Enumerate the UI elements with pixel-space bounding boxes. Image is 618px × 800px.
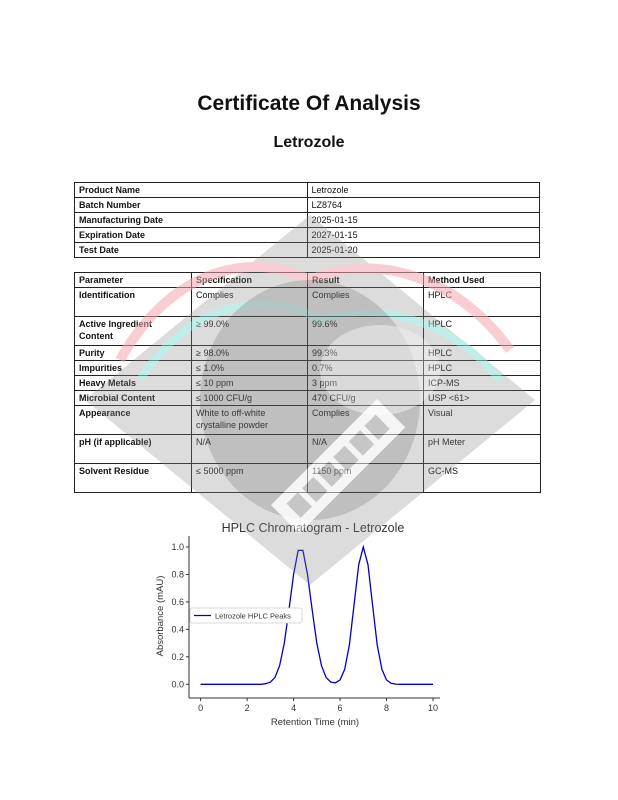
x-tick-label: 6 [338, 703, 343, 713]
info-value: 2025-01-20 [306, 242, 541, 258]
result-cell: 99.3% [307, 345, 424, 361]
x-tick-label: 0 [198, 703, 203, 713]
table-row: Purity ≥ 98.0% 99.3% HPLC [74, 345, 541, 361]
specification-cell: ≤ 5000 ppm [191, 463, 308, 493]
parameter-cell: Appearance [74, 405, 192, 435]
method-cell: HPLC [423, 345, 541, 361]
table-row: Microbial Content ≤ 1000 CFU/g 470 CFU/g US… [74, 390, 541, 406]
parameter-cell: pH (if applicable) [74, 434, 192, 464]
info-value: LZ8764 [306, 197, 541, 213]
result-cell: N/A [307, 434, 424, 464]
parameter-cell: Active Ingredient Content [74, 316, 192, 346]
parameter-cell: Purity [74, 345, 192, 361]
info-label: Product Name [74, 182, 308, 198]
method-cell: ICP-MS [423, 375, 541, 391]
parameter-cell: Identification [74, 287, 192, 317]
specification-cell: White to off-white crystalline powder [191, 405, 308, 435]
result-cell: Complies [307, 405, 424, 435]
table-row: Active Ingredient Content ≥ 99.0% 99.6% HPL… [74, 316, 541, 346]
info-value: Letrozole [306, 182, 541, 198]
result-cell: 3 ppm [307, 375, 424, 391]
info-label: Test Date [74, 242, 308, 258]
info-row: Manufacturing Date 2025-01-15 [74, 212, 541, 228]
parameter-cell: Microbial Content [74, 390, 192, 406]
y-tick-label: 0.8 [171, 569, 184, 579]
column-header: Result [307, 272, 424, 288]
result-cell: 470 CFU/g [307, 390, 424, 406]
result-cell: 99.6% [307, 316, 424, 346]
specification-cell: Complies [191, 287, 308, 317]
x-tick-label: 4 [291, 703, 296, 713]
product-heading: Letrozole [273, 134, 345, 151]
method-cell: HPLC [423, 287, 541, 317]
parameter-cell: Impurities [74, 360, 192, 376]
specification-cell: ≥ 99.0% [191, 316, 308, 346]
x-tick-label: 8 [384, 703, 389, 713]
table-row: Appearance White to off-white crystalline… [74, 405, 541, 435]
x-tick-label: 10 [428, 703, 438, 713]
table-row: Solvent Residue ≤ 5000 ppm 1150 ppm GC-MS [74, 463, 541, 493]
info-value: 2025-01-15 [306, 212, 541, 228]
specification-cell: ≤ 1.0% [191, 360, 308, 376]
y-tick-label: 0.2 [171, 652, 184, 662]
specification-cell: ≥ 98.0% [191, 345, 308, 361]
method-cell: pH Meter [423, 434, 541, 464]
y-tick-label: 0.6 [171, 597, 184, 607]
y-tick-label: 0.4 [171, 624, 184, 634]
specification-cell: N/A [191, 434, 308, 464]
legend: Letrozole HPLC Peaks [189, 607, 303, 624]
column-header: Specification [191, 272, 308, 288]
method-cell: USP <61> [423, 390, 541, 406]
table-row: Impurities ≤ 1.0% 0.7% HPLC [74, 360, 541, 376]
info-row: Test Date 2025-01-20 [74, 242, 541, 258]
hplc-chromatogram-chart: HPLC Chromatogram - Letrozole 0 2 4 6 8 10 0.0… [155, 521, 440, 728]
specification-cell: ≤ 1000 CFU/g [191, 390, 308, 406]
product-info-table: Product Name Letrozole Batch Number LZ8764 M… [74, 182, 541, 258]
parameter-cell: Heavy Metals [74, 375, 192, 391]
info-value: 2027-01-15 [306, 227, 541, 243]
specification-cell: ≤ 10 ppm [191, 375, 308, 391]
result-cell: Complies [307, 287, 424, 317]
info-row: Expiration Date 2027-01-15 [74, 227, 541, 243]
info-row: Product Name Letrozole [74, 182, 541, 198]
column-header: Method Used [423, 272, 541, 288]
result-cell: 1150 ppm [307, 463, 424, 493]
page-title: Certificate Of Analysis [197, 92, 421, 115]
table-row: pH (if applicable) N/A N/A pH Meter [74, 434, 541, 464]
test-parameters-table: Parameter Specification Result Method Used … [74, 272, 541, 493]
legend-label: Letrozole HPLC Peaks [215, 612, 291, 621]
chart-title: HPLC Chromatogram - Letrozole [222, 521, 405, 535]
info-label: Batch Number [74, 197, 308, 213]
table-row: Identification Complies Complies HPLC [74, 287, 541, 317]
info-label: Expiration Date [74, 227, 308, 243]
y-tick-label: 0.0 [171, 679, 184, 689]
method-cell: Visual [423, 405, 541, 435]
column-header: Parameter [74, 272, 192, 288]
y-axis-label: Absorbance (mAU) [155, 576, 166, 657]
table-header-row: Parameter Specification Result Method Used [74, 272, 541, 288]
parameter-cell: Solvent Residue [74, 463, 192, 493]
info-label: Manufacturing Date [74, 212, 308, 228]
table-row: Heavy Metals ≤ 10 ppm 3 ppm ICP-MS [74, 375, 541, 391]
method-cell: HPLC [423, 316, 541, 346]
method-cell: HPLC [423, 360, 541, 376]
method-cell: GC-MS [423, 463, 541, 493]
y-tick-label: 1.0 [171, 542, 184, 552]
x-tick-label: 2 [245, 703, 250, 713]
info-row: Batch Number LZ8764 [74, 197, 541, 213]
result-cell: 0.7% [307, 360, 424, 376]
series-line-letrozole [200, 544, 433, 685]
x-axis-label: Retention Time (min) [271, 717, 359, 728]
